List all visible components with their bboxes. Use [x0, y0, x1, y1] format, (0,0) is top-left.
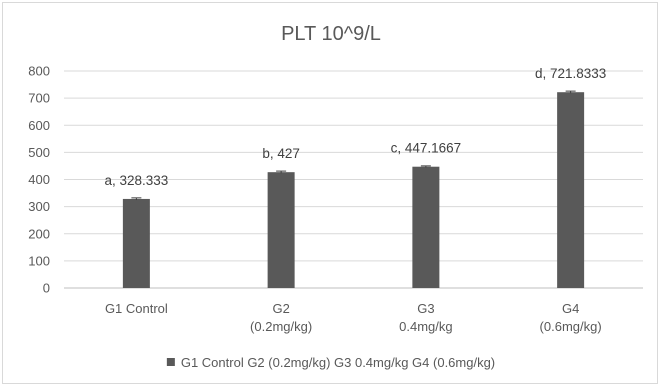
- legend-swatch: [166, 358, 175, 366]
- category-label-line: G4: [562, 301, 579, 316]
- error-bars: [131, 90, 576, 201]
- y-axis-tick-labels: 0 100 200 300 400 500 600 700 800: [28, 64, 50, 296]
- y-tick-label: 300: [28, 199, 50, 214]
- error-bar: [131, 197, 142, 201]
- y-tick-label: 0: [43, 281, 50, 296]
- y-tick-label: 800: [28, 64, 50, 79]
- data-label: a, 328.333: [104, 173, 168, 188]
- y-tick-label: 100: [28, 253, 50, 268]
- category-label-line: G2: [272, 301, 289, 316]
- y-tick-label: 500: [28, 145, 50, 160]
- bar: [557, 92, 585, 288]
- category-label-line: G1 Control: [105, 301, 168, 316]
- data-label: c, 447.1667: [391, 141, 462, 156]
- error-bar: [276, 170, 287, 174]
- error-bar: [565, 90, 576, 94]
- chart-title: PLT 10^9/L: [281, 23, 381, 45]
- bar: [412, 166, 440, 288]
- y-tick-label: 600: [28, 118, 50, 133]
- category-label: G4 (0.6mg/kg): [540, 301, 602, 334]
- category-label: G2 (0.2mg/kg): [250, 301, 312, 334]
- legend: G1 Control G2 (0.2mg/kg) G3 0.4mg/kg G4 …: [166, 355, 495, 370]
- category-label: G3 0.4mg/kg: [399, 301, 452, 334]
- y-tick-label: 200: [28, 226, 50, 241]
- data-label: d, 721.8333: [535, 66, 606, 81]
- category-label-line: (0.6mg/kg): [540, 319, 602, 334]
- bars: [122, 92, 585, 288]
- data-labels: a, 328.333 b, 427 c, 447.1667 d, 721.8333: [104, 66, 606, 188]
- y-tick-label: 700: [28, 91, 50, 106]
- chart-area: [2, 2, 658, 384]
- legend-label: G1 Control G2 (0.2mg/kg) G3 0.4mg/kg G4 …: [181, 355, 495, 370]
- gridlines: [64, 70, 643, 289]
- category-label-line: (0.2mg/kg): [250, 319, 312, 334]
- y-tick-label: 400: [28, 172, 50, 187]
- bar: [267, 172, 295, 288]
- x-axis-category-labels: G1 Control G2 (0.2mg/kg) G3 0.4mg/kg G4 (0.6mg…: [105, 301, 602, 334]
- data-label: b, 427: [262, 146, 300, 161]
- category-label-line: G3: [417, 301, 434, 316]
- bar: [122, 198, 150, 288]
- error-bar: [420, 165, 431, 168]
- category-label-line: 0.4mg/kg: [399, 319, 452, 334]
- category-label: G1 Control: [105, 301, 168, 316]
